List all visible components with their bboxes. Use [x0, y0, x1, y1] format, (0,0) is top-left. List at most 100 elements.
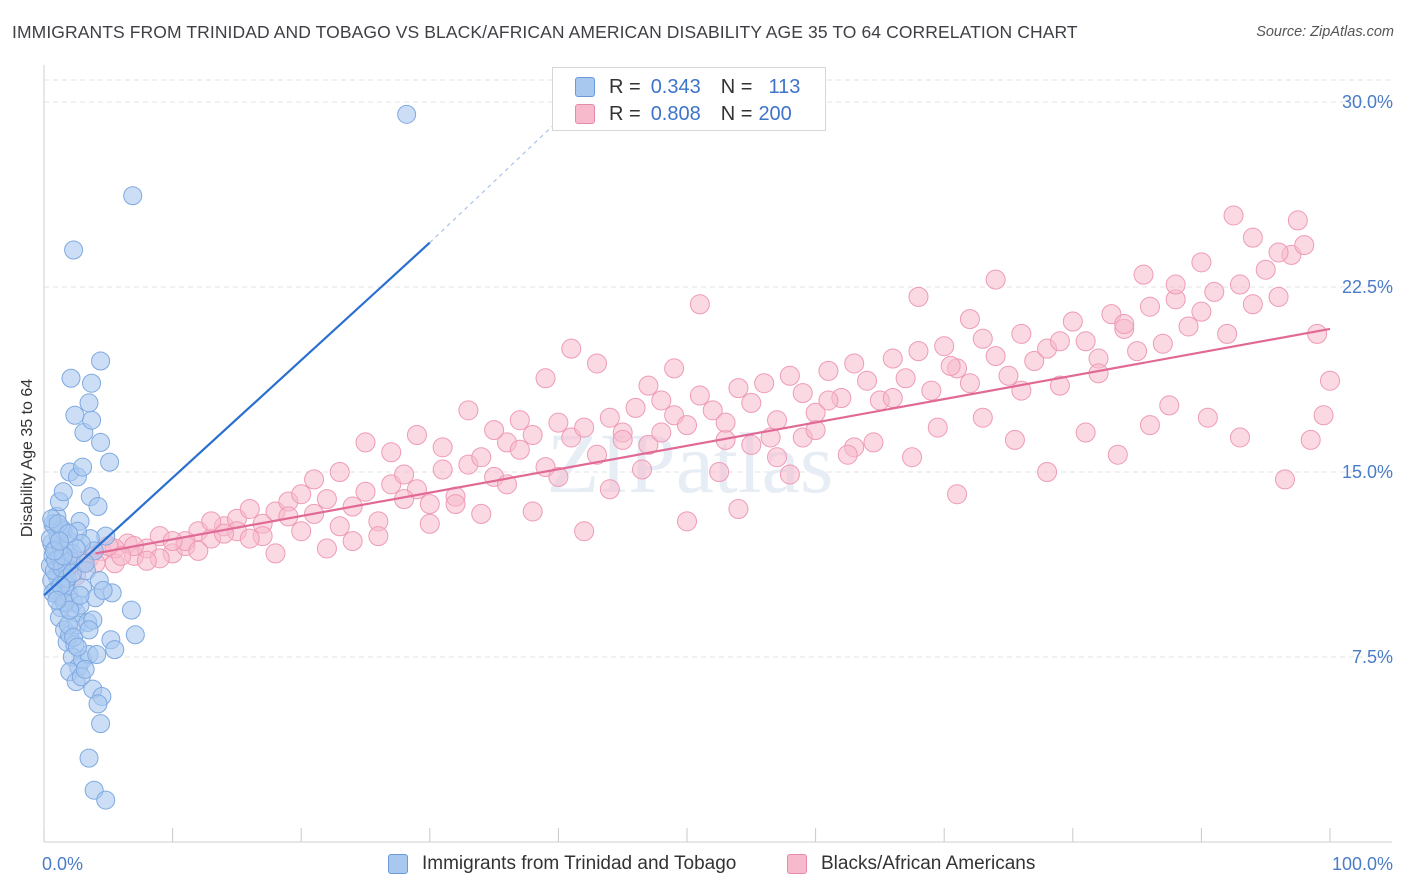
data-point-pink — [1268, 242, 1289, 263]
data-point-pink — [818, 390, 839, 411]
y-tick-label: 15.0% — [1342, 462, 1393, 482]
data-point-pink — [702, 400, 723, 421]
bottom-legend-label-blue: Immigrants from Trinidad and Tobago — [422, 853, 737, 874]
data-point-blue — [79, 620, 99, 640]
data-point-pink — [728, 499, 749, 519]
data-point-pink — [304, 469, 325, 490]
data-point-pink — [1274, 469, 1295, 490]
data-point-blue — [79, 748, 99, 768]
data-point-pink — [419, 513, 440, 534]
data-point-pink — [471, 503, 492, 524]
legend-r-label: R = — [609, 102, 641, 125]
data-point-pink — [458, 400, 479, 421]
data-point-pink — [599, 479, 620, 500]
data-point-pink — [638, 434, 659, 455]
data-point-pink — [599, 407, 620, 428]
data-point-pink — [535, 368, 556, 389]
data-point-pink — [902, 447, 923, 468]
data-point-blue — [75, 659, 95, 679]
data-point-pink — [1049, 331, 1070, 352]
data-point-pink — [947, 484, 968, 505]
data-point-pink — [548, 466, 569, 487]
data-point-pink — [1294, 235, 1315, 256]
data-point-pink — [239, 499, 260, 519]
data-point-pink — [471, 447, 492, 468]
data-point-pink — [394, 464, 415, 485]
data-point-pink — [927, 417, 948, 438]
data-point-pink — [1133, 264, 1154, 285]
data-point-blue — [65, 405, 85, 425]
legend-swatch-blue — [575, 77, 595, 97]
data-point-pink — [1268, 286, 1289, 307]
bottom-legend-swatch-pink — [787, 854, 807, 874]
data-point-blue — [123, 186, 143, 206]
data-point-pink — [1242, 227, 1263, 248]
data-point-pink — [355, 432, 376, 453]
data-point-blue — [91, 351, 111, 371]
data-point-pink — [1191, 252, 1212, 273]
data-point-pink — [432, 437, 453, 458]
data-point-blue — [96, 790, 116, 810]
data-point-blue — [82, 373, 102, 393]
data-point-pink — [741, 434, 762, 455]
data-point-pink — [689, 294, 710, 315]
data-point-pink — [445, 494, 466, 515]
data-point-pink — [1313, 405, 1334, 426]
data-point-blue — [67, 637, 87, 657]
data-point-pink — [265, 543, 286, 564]
data-point-blue — [82, 410, 102, 430]
legend-swatch-pink — [575, 104, 595, 124]
data-point-pink — [805, 420, 826, 441]
data-point-pink — [239, 528, 260, 549]
data-point-blue — [87, 645, 107, 665]
data-point-blue — [397, 104, 417, 124]
legend-n-value: 200 — [758, 102, 792, 125]
axes — [43, 65, 1392, 843]
data-point-pink — [895, 368, 916, 389]
data-point-pink — [934, 336, 955, 357]
data-point-pink — [574, 521, 595, 542]
data-point-pink — [709, 462, 730, 482]
data-point-pink — [1024, 351, 1045, 371]
data-point-blue — [53, 482, 73, 502]
data-point-pink — [201, 511, 222, 532]
data-point-pink — [1320, 370, 1340, 391]
data-point-pink — [1062, 311, 1083, 332]
data-point-pink — [767, 410, 788, 431]
data-point-pink — [754, 373, 775, 394]
data-point-pink — [651, 422, 672, 443]
bottom-legend-item-pink: Blacks/African Americans — [787, 852, 1035, 876]
data-point-pink — [1204, 281, 1225, 302]
data-point-pink — [612, 429, 633, 450]
data-point-pink — [316, 538, 337, 559]
data-point-pink — [882, 388, 903, 408]
legend-r-label: R = — [609, 75, 641, 98]
data-point-pink — [1191, 301, 1212, 322]
legend-n-value: 113 — [768, 75, 801, 98]
data-point-pink — [329, 462, 350, 482]
data-point-pink — [779, 365, 800, 386]
data-point-pink — [728, 378, 749, 399]
data-point-pink — [1287, 210, 1308, 231]
trend-lines — [43, 113, 1331, 597]
data-point-blue — [70, 585, 90, 605]
data-point-blue — [47, 590, 67, 610]
data-point-pink — [1075, 422, 1096, 443]
trend-line-blue-extension — [429, 113, 566, 244]
y-tick-label: 7.5% — [1352, 647, 1393, 667]
data-point-blue — [100, 452, 120, 472]
data-point-pink — [921, 380, 942, 401]
data-point-pink — [419, 494, 440, 515]
data-point-pink — [638, 375, 659, 396]
data-point-pink — [381, 442, 402, 463]
data-point-pink — [689, 385, 710, 406]
data-point-pink — [1165, 274, 1186, 295]
data-point-pink — [792, 383, 813, 404]
data-point-pink — [940, 355, 961, 376]
data-point-pink — [767, 447, 788, 468]
data-point-pink — [522, 501, 543, 522]
data-point-pink — [548, 412, 569, 433]
legend-n-label: N = — [720, 75, 753, 98]
chart-title: IMMIGRANTS FROM TRINIDAD AND TOBAGO VS B… — [12, 22, 1078, 42]
